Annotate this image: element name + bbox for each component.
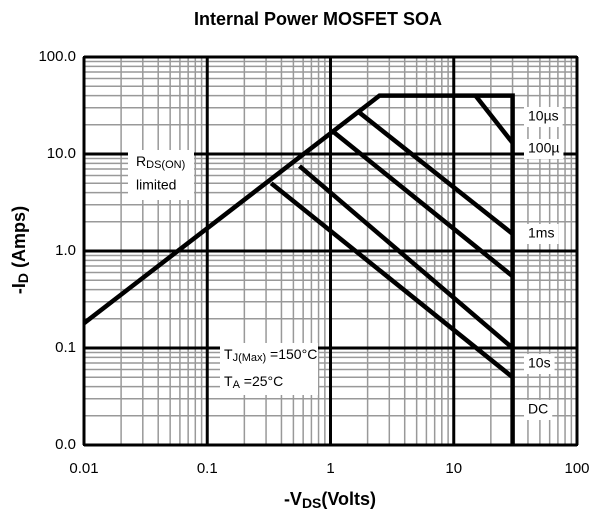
y-axis-label: -ID (Amps) — [9, 206, 31, 294]
annotation-box — [220, 343, 318, 395]
y-label-sub: D — [15, 273, 31, 283]
soa-line — [473, 94, 515, 145]
y-label-part: -I — [9, 283, 29, 294]
line-label: 100µ — [528, 140, 559, 156]
annotation-sub: A — [233, 379, 241, 391]
x-axis-label: -VDS(Volts) — [284, 489, 376, 511]
soa-line — [298, 164, 515, 350]
line-label-box — [524, 400, 553, 420]
line-label-box — [524, 139, 564, 159]
annotation-part: T — [224, 346, 233, 362]
annotation: RDS(ON) — [136, 153, 185, 171]
y-tick-label: 10.0 — [47, 145, 76, 162]
line-label: DC — [528, 401, 548, 417]
soa-line — [331, 129, 515, 278]
line-label-box — [524, 224, 559, 244]
annotation: TA =25°C — [224, 373, 283, 391]
line-label-box — [524, 354, 555, 374]
x-label-part: (Volts) — [321, 489, 376, 509]
x-tick-label: 0.01 — [69, 460, 98, 477]
annotation-part: R — [136, 153, 146, 169]
x-tick-label: 10 — [445, 460, 462, 477]
y-tick-label: 1.0 — [55, 242, 76, 259]
line-label: 1ms — [528, 225, 554, 241]
annotation-box — [128, 150, 194, 200]
chart-title: Internal Power MOSFET SOA — [194, 9, 442, 29]
soa-line — [269, 181, 515, 379]
x-label-part: -V — [284, 489, 302, 509]
annotation-sub: DS(ON) — [146, 159, 185, 171]
x-label-sub: DS — [302, 495, 321, 511]
annotation: TJ(Max) =150°C — [224, 346, 317, 364]
y-label-part: (Amps) — [9, 206, 29, 273]
plot-frame — [83, 56, 578, 446]
y-tick-label: 0.1 — [55, 339, 76, 356]
x-tick-label: 100 — [564, 460, 589, 477]
annotation: limited — [136, 177, 176, 193]
line-label: 10s — [528, 355, 551, 371]
x-tick-label: 1 — [326, 460, 334, 477]
soa-line — [357, 110, 514, 236]
soa-line — [82, 93, 515, 445]
y-tick-label: 100.0 — [38, 48, 76, 65]
line-label-box — [524, 107, 563, 127]
line-label: 10µs — [528, 108, 559, 124]
y-tick-label: 0.0 — [55, 436, 76, 453]
x-tick-label: 0.1 — [197, 460, 218, 477]
annotation-part: =25°C — [240, 373, 283, 389]
annotation-part: T — [224, 373, 233, 389]
annotation-part: =150°C — [266, 346, 317, 362]
annotation-sub: J(Max) — [233, 352, 267, 364]
